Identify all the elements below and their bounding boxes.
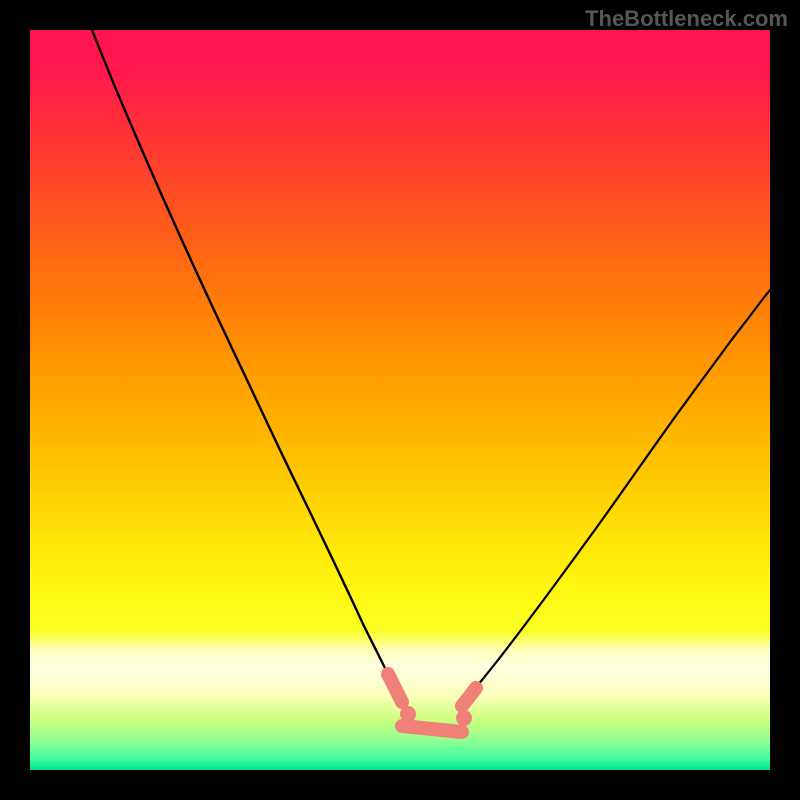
gradient-background <box>30 30 770 770</box>
chart-frame: TheBottleneck.com <box>0 0 800 800</box>
valley-segment-1 <box>402 726 462 732</box>
plot-area <box>30 30 770 770</box>
watermark-text: TheBottleneck.com <box>585 6 788 32</box>
valley-dot-0 <box>400 706 416 722</box>
chart-svg <box>30 30 770 770</box>
valley-dot-1 <box>456 710 472 726</box>
